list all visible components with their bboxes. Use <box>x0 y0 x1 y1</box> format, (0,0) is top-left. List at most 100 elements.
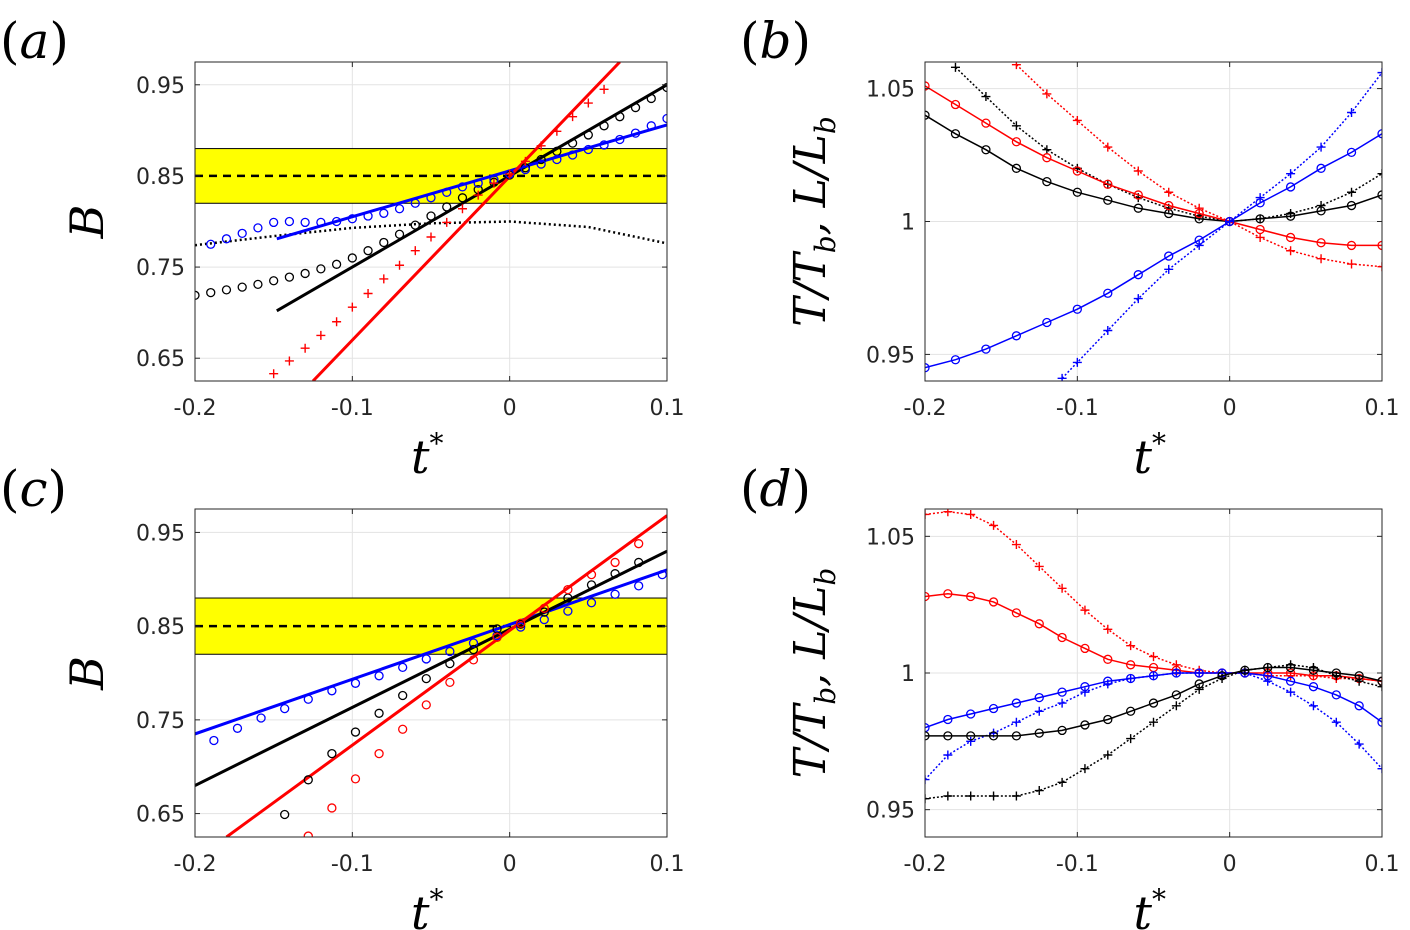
marker-circle <box>634 539 644 549</box>
marker-plus <box>1034 786 1044 796</box>
marker-plus <box>1316 201 1326 211</box>
marker-plus <box>966 509 976 519</box>
marker-circle <box>445 677 455 688</box>
marker-circle <box>1316 163 1326 173</box>
marker-circle <box>662 113 667 124</box>
marker-plus <box>1011 540 1021 550</box>
marker-circle <box>1103 654 1113 664</box>
series-line <box>195 568 667 736</box>
marker-plus <box>568 112 578 122</box>
marker-circle <box>662 82 667 93</box>
marker-circle <box>426 211 436 221</box>
marker-plus <box>966 791 976 801</box>
marker-circle <box>966 591 976 602</box>
series-connector <box>925 85 1382 247</box>
marker-circle <box>1011 698 1022 708</box>
series-red-o-2 <box>925 81 1382 251</box>
y-tick-label: 0.65 <box>136 803 185 828</box>
marker-plus <box>1255 193 1265 203</box>
marker-circle <box>988 597 999 607</box>
marker-circle <box>237 282 247 292</box>
marker-plus <box>1194 203 1204 213</box>
marker-circle <box>398 724 408 734</box>
x-tick-label: -0.2 <box>174 852 217 877</box>
x-tick-label: 0.1 <box>1365 396 1400 421</box>
axes-frame <box>194 61 668 382</box>
marker-circle <box>966 709 976 719</box>
marker-plus <box>1164 264 1174 274</box>
x-tick-label: 0.1 <box>650 396 685 421</box>
marker-plus <box>989 791 999 801</box>
marker-plus <box>1011 717 1021 727</box>
marker-plus <box>363 289 373 299</box>
marker-circle <box>1377 240 1382 251</box>
marker-plus <box>1377 262 1382 272</box>
marker-plus <box>1194 668 1204 678</box>
series-connector <box>925 114 1382 223</box>
marker-circle <box>583 144 593 155</box>
marker-plus <box>981 92 991 102</box>
marker-circle <box>347 214 357 224</box>
marker-plus <box>1217 673 1227 683</box>
marker-plus <box>925 794 930 804</box>
marker-circle <box>981 344 991 354</box>
marker-circle <box>1346 200 1357 211</box>
x-tick-label: -0.2 <box>174 396 217 421</box>
series-blue-o-3 <box>209 569 667 746</box>
marker-plus <box>1103 624 1113 634</box>
series-blue-o-5 <box>206 113 667 249</box>
marker-plus <box>536 141 546 151</box>
marker-circle <box>303 831 313 837</box>
y-tick-label: 0.85 <box>136 165 185 190</box>
axes-frame <box>194 508 668 838</box>
marker-plus <box>966 736 976 746</box>
marker-plus <box>1011 62 1021 70</box>
series-line <box>311 62 621 381</box>
marker-circle <box>398 690 408 701</box>
marker-circle <box>615 112 625 122</box>
marker-circle <box>398 662 408 673</box>
marker-plus <box>1126 734 1136 744</box>
marker-plus <box>1194 240 1204 250</box>
x-tick-label: -0.2 <box>904 396 947 421</box>
marker-circle <box>925 723 930 733</box>
marker-circle <box>374 708 384 718</box>
marker-circle <box>1377 190 1382 200</box>
series-blue-o-4 <box>925 129 1382 373</box>
marker-circle <box>1072 166 1082 176</box>
marker-circle <box>567 138 578 148</box>
marker-circle <box>516 618 526 628</box>
marker-circle <box>586 569 597 580</box>
x-axis-label: t* <box>1134 883 1167 930</box>
x-axis-label: t* <box>411 427 444 484</box>
marker-circle <box>1316 238 1326 248</box>
marker-plus <box>1286 660 1296 670</box>
series-connector <box>925 133 1382 369</box>
marker-circle <box>363 211 373 221</box>
marker-plus <box>1286 687 1296 697</box>
marker-circle <box>492 632 502 643</box>
marker-circle <box>1285 232 1296 243</box>
marker-plus <box>1149 671 1158 681</box>
marker-circle <box>1103 195 1113 205</box>
marker-plus <box>426 232 436 242</box>
marker-circle <box>950 129 961 139</box>
marker-circle <box>209 735 219 746</box>
marker-plus <box>1072 357 1082 367</box>
marker-circle <box>1164 200 1174 211</box>
marker-circle <box>1034 728 1044 738</box>
marker-circle <box>966 731 976 741</box>
marker-circle <box>630 128 641 138</box>
marker-circle <box>943 731 953 741</box>
y-tick-label: 0.85 <box>136 615 185 640</box>
panel-letter-a: (a) <box>0 12 69 70</box>
series-connector <box>954 66 1382 223</box>
x-axis-label: t* <box>1134 427 1167 484</box>
marker-circle <box>410 198 420 208</box>
marker-plus <box>1331 717 1341 727</box>
marker-circle <box>426 193 436 203</box>
marker-circle <box>350 678 361 688</box>
x-tick-label: -0.1 <box>1056 396 1099 421</box>
y-tick-label: 1.05 <box>866 78 915 103</box>
